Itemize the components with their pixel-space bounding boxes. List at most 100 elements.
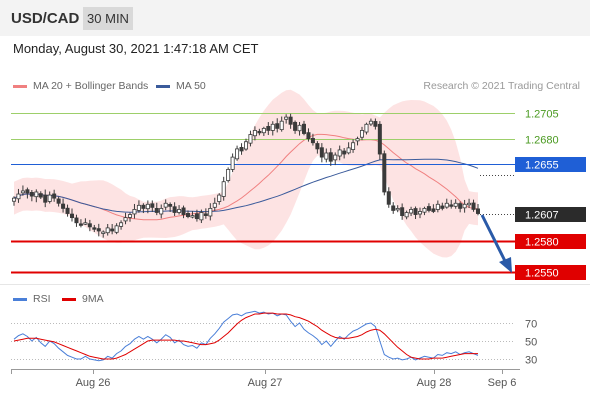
candle-body [391, 205, 396, 211]
research-credit: Research © 2021 Trading Central [423, 80, 580, 92]
candle-body [25, 189, 30, 194]
resistance-label-1.2680: 1.2680 [525, 135, 559, 147]
legend-ma50-swatch [156, 84, 170, 88]
candle-body [315, 143, 320, 150]
candle-body [462, 203, 467, 209]
pivot-label-box [515, 157, 586, 172]
candle-body [212, 202, 217, 208]
candle-body [453, 202, 458, 207]
candle-body [52, 193, 57, 199]
candle-body [404, 212, 409, 218]
candle-body [136, 204, 141, 211]
candle-body [177, 209, 182, 213]
candle-body [284, 116, 289, 120]
candle-body [132, 209, 137, 215]
candle-body [141, 204, 146, 209]
chart-datetime: Monday, August 30, 2021 1:47:18 AM CET [13, 41, 259, 56]
candle-body [368, 120, 373, 125]
candle-body [208, 207, 213, 217]
candle-body [413, 208, 418, 215]
candle-body [235, 148, 240, 160]
candle-body [83, 222, 88, 225]
rsi-ma-line [13, 312, 478, 360]
legend-rsi: RSI [13, 293, 51, 305]
candle-body [29, 192, 34, 197]
legend-rsi-ma-label: 9MA [82, 293, 104, 305]
timeframe-badge[interactable]: 30 MIN [83, 7, 133, 30]
forecast-arrow-shaft [480, 214, 507, 262]
candle-body [440, 205, 445, 209]
x-tick-label-sep-6: Sep 6 [488, 377, 517, 389]
legend-rsi-ma-swatch [62, 297, 76, 301]
candle-body [333, 154, 338, 161]
candle-body [101, 231, 106, 234]
candle-body [301, 123, 306, 134]
support-label-box [515, 234, 586, 249]
bollinger-band-area [14, 89, 478, 258]
x-tick-label-aug-27: Aug 27 [248, 377, 283, 389]
legend-rsi-ma: 9MA [62, 293, 104, 305]
candle-body [346, 147, 351, 154]
header-bar: USD/CAD 30 MIN [0, 0, 590, 36]
candle-body [270, 123, 275, 131]
candle-body [337, 149, 342, 157]
candle-body [172, 206, 177, 213]
last-price-label-box [515, 207, 586, 222]
candle-body [243, 141, 248, 150]
rsi-line [13, 310, 479, 362]
rsi-tick-label-50: 50 [525, 337, 537, 349]
candle-body [449, 204, 454, 207]
candle-body [266, 126, 271, 131]
candle-body [61, 203, 66, 209]
candle-body [342, 150, 347, 155]
candle-body [306, 132, 311, 140]
legend-ma20-bb: MA 20 + Bollinger Bands [13, 80, 148, 92]
candle-body [288, 116, 293, 125]
candle-body [409, 209, 414, 214]
legend-rsi-label: RSI [33, 293, 51, 305]
candle-body [217, 194, 222, 202]
candle-body [395, 207, 400, 211]
candle-body [319, 147, 324, 158]
candle-body [297, 124, 302, 132]
rsi-tick-label-70: 70 [525, 319, 537, 331]
candle-body [20, 190, 25, 194]
candle-body [65, 207, 70, 214]
candle-body [74, 217, 79, 224]
legend-rsi-swatch [13, 297, 27, 301]
candle-body [422, 207, 427, 213]
candle-body [163, 202, 168, 208]
candle-body [70, 213, 75, 219]
candle-body [43, 194, 48, 203]
candle-body [145, 203, 150, 210]
candle-body [226, 169, 231, 181]
candle-body [373, 121, 378, 127]
candle-body [458, 203, 463, 209]
candle-body [194, 213, 199, 220]
candle-body [377, 123, 382, 155]
resistance-label-1.2705: 1.2705 [525, 109, 559, 121]
candle-body [400, 207, 405, 216]
candle-body [279, 120, 284, 131]
candle-body [16, 193, 21, 200]
candle-body [351, 142, 356, 150]
legend-ma20-swatch [13, 84, 27, 88]
x-tick-label-aug-28: Aug 28 [417, 377, 452, 389]
candle-body [150, 203, 155, 208]
support-label-1.2550: 1.2550 [525, 268, 559, 280]
candle-body [127, 214, 132, 218]
candle-body [221, 181, 226, 197]
candle-body [248, 134, 253, 144]
candle-body [257, 130, 262, 134]
candle-body [386, 191, 391, 205]
candle-body [154, 207, 159, 213]
rsi-tick-label-30: 30 [525, 355, 537, 367]
candle-body [230, 156, 235, 170]
candle-body [34, 191, 39, 198]
candle-body [114, 225, 119, 233]
candle-body [293, 121, 298, 131]
candle-body [78, 223, 83, 226]
candle-body [261, 127, 266, 134]
candle-body [252, 130, 257, 137]
